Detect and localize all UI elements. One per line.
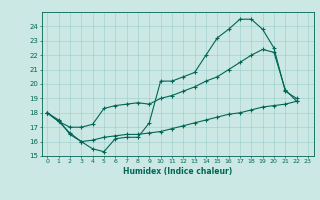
X-axis label: Humidex (Indice chaleur): Humidex (Indice chaleur) xyxy=(123,167,232,176)
